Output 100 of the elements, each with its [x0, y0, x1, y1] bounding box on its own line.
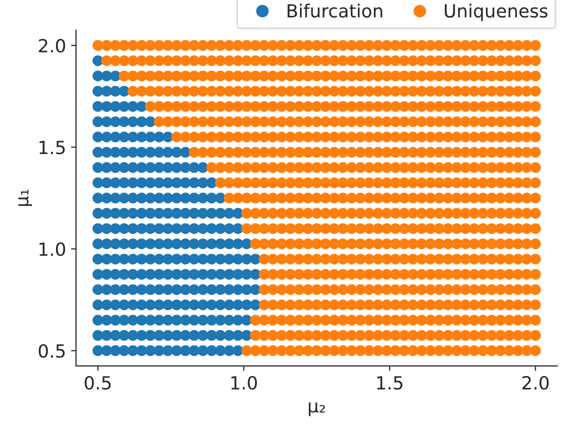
point [241, 55, 252, 66]
point [381, 55, 392, 66]
point [198, 268, 208, 280]
point [468, 254, 480, 264]
point [154, 254, 165, 264]
point [250, 70, 261, 82]
point [416, 86, 428, 97]
point [486, 55, 498, 66]
point [320, 300, 331, 310]
point [408, 192, 418, 204]
point [118, 238, 130, 250]
point [504, 146, 515, 158]
point [128, 55, 138, 66]
point [451, 146, 462, 158]
point [145, 70, 156, 82]
point [504, 223, 515, 234]
point [416, 177, 428, 188]
point [258, 314, 270, 326]
point [162, 162, 174, 173]
point [92, 162, 104, 173]
point [530, 116, 541, 128]
x-axis-title: μ₂ [308, 402, 325, 416]
point [258, 208, 270, 219]
point [504, 55, 515, 66]
point [468, 177, 480, 188]
point [398, 86, 410, 97]
point [136, 238, 148, 250]
point [232, 268, 244, 280]
point [364, 177, 375, 188]
point [224, 268, 235, 280]
point [512, 40, 524, 51]
point [294, 208, 305, 219]
point [188, 330, 200, 341]
point [154, 345, 165, 356]
point [486, 177, 498, 188]
point [224, 330, 235, 341]
point [294, 300, 305, 310]
point [504, 238, 515, 250]
y-axis-title: μ₁ [18, 190, 32, 206]
point [224, 55, 235, 66]
point [451, 177, 462, 188]
point [398, 55, 410, 66]
point [504, 192, 515, 204]
x-tick-label: 1.0 [231, 376, 257, 390]
point [530, 40, 541, 51]
legend-label: Uniqueness [444, 4, 548, 22]
point [521, 162, 532, 173]
point [136, 132, 148, 142]
point [294, 314, 305, 326]
point [338, 192, 348, 204]
point [530, 177, 541, 188]
point [162, 192, 174, 204]
point [530, 208, 541, 219]
point [241, 330, 252, 341]
point [250, 132, 261, 142]
point [486, 116, 498, 128]
y-tick-label: 1.0 [40, 242, 66, 256]
point [434, 86, 445, 97]
point [180, 268, 191, 280]
point [486, 208, 498, 219]
point [232, 55, 244, 66]
point [346, 86, 358, 97]
point [381, 116, 392, 128]
point [110, 192, 121, 204]
point [188, 254, 200, 264]
point [285, 192, 296, 204]
point [118, 132, 130, 142]
point [451, 254, 462, 264]
point [504, 330, 515, 341]
point [276, 208, 288, 219]
point [530, 223, 541, 234]
point [398, 238, 410, 250]
point [101, 238, 112, 250]
point [521, 132, 532, 142]
point [390, 284, 401, 295]
point [215, 268, 226, 280]
y-tick-label: 1.5 [40, 140, 65, 154]
point [311, 208, 322, 219]
point [521, 254, 532, 264]
point [468, 116, 480, 128]
point [486, 86, 498, 97]
point [224, 284, 235, 295]
point [328, 345, 340, 356]
point [521, 208, 532, 219]
point [328, 55, 340, 66]
point [486, 330, 498, 341]
point [530, 146, 541, 158]
point [425, 192, 436, 204]
point [364, 55, 375, 66]
point [92, 238, 104, 250]
point [530, 268, 541, 280]
point [171, 254, 182, 264]
point [390, 70, 401, 82]
point [346, 116, 358, 128]
point [468, 86, 480, 97]
point [504, 116, 515, 128]
point [398, 116, 410, 128]
x-tick-label: 2.0 [522, 376, 549, 390]
point [250, 238, 261, 250]
point [355, 192, 366, 204]
